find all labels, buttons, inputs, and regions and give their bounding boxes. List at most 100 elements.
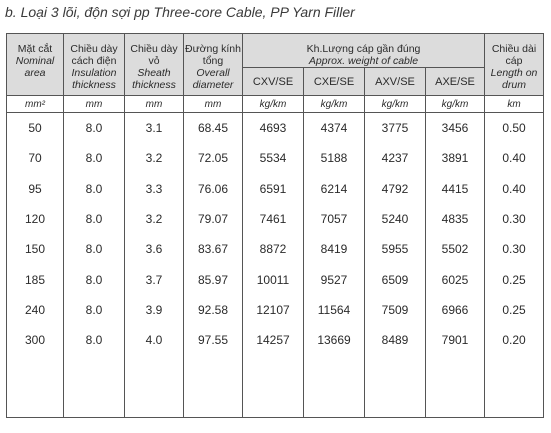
cell-sheath: 4.0 (124, 325, 184, 356)
cell-nominal-area: 300 (6, 325, 64, 356)
cell-axe-se: 3456 (424, 112, 486, 144)
unit-cell: mm (124, 95, 184, 113)
unit-cell: kg/km (303, 95, 365, 113)
cell-axe-se: 4415 (424, 173, 486, 204)
cell-length: 0.40 (484, 173, 545, 204)
cell-sheath: 3.7 (124, 264, 184, 295)
cell-cxv-se: 7461 (242, 203, 304, 235)
cell-cxe-se: 4374 (303, 112, 365, 144)
cell-diameter: 85.97 (183, 264, 243, 295)
cell-cxe-se: 9527 (303, 264, 365, 295)
cell-cxv-se: 4693 (242, 112, 304, 144)
cell-length: 0.50 (484, 112, 545, 144)
cell-nominal-area: 150 (6, 234, 64, 265)
unit-cell: mm (183, 95, 243, 113)
cell-insulation: 8.0 (63, 173, 125, 204)
cell-diameter: 79.07 (183, 203, 243, 235)
cell-cxe-se: 7057 (303, 203, 365, 235)
header-axe-se: AXE/SE (424, 67, 486, 96)
cell-nominal-area: 95 (6, 173, 64, 204)
cell-nominal-area: 120 (6, 203, 64, 235)
cell-length: 0.25 (484, 294, 545, 326)
table-row: 185 8.0 3.7 85.97 10011 9527 6509 6025 0.25 (6, 264, 545, 295)
header-cxv-se: CXV/SE (242, 67, 304, 96)
cell-cxe-se: 13669 (303, 325, 365, 356)
cell-length: 0.30 (484, 234, 545, 265)
cell-sheath: 3.6 (124, 234, 184, 265)
header-approx-weight: Kh.Lượng cáp gần đúng Approx. weight of … (241, 33, 486, 68)
cell-sheath: 3.9 (124, 294, 184, 326)
cell-diameter: 76.06 (183, 173, 243, 204)
cell-nominal-area: 185 (6, 264, 64, 295)
header-insulation-thickness: Chiều dày cách điện Insulation thickness (63, 33, 125, 96)
table-filler (6, 355, 545, 419)
cell-cxe-se: 8419 (303, 234, 365, 265)
cell-diameter: 83.67 (183, 234, 243, 265)
cell-cxv-se: 6591 (242, 173, 304, 204)
unit-cell: mm² (6, 95, 64, 113)
cell-axv-se: 8489 (364, 325, 426, 356)
units-row: mm² mm mm mm kg/km kg/km kg/km kg/km km (6, 95, 545, 113)
cell-diameter: 68.45 (183, 112, 243, 144)
unit-cell: kg/km (242, 95, 304, 113)
cell-axv-se: 7509 (364, 294, 426, 326)
cell-insulation: 8.0 (63, 112, 125, 144)
cell-insulation: 8.0 (63, 203, 125, 235)
cell-nominal-area: 50 (6, 112, 64, 144)
cell-axv-se: 4792 (364, 173, 426, 204)
cell-sheath: 3.2 (124, 143, 184, 174)
header-sheath-thickness: Chiều dày vỏ Sheath thickness (124, 33, 184, 96)
cell-axe-se: 6025 (424, 264, 486, 295)
header-overall-diameter: Đường kính tổng Overall diameter (183, 33, 243, 96)
cell-length: 0.30 (484, 203, 545, 235)
cell-nominal-area: 70 (6, 143, 64, 174)
cell-axe-se: 7901 (424, 325, 486, 356)
cell-axe-se: 4835 (424, 203, 486, 235)
table-row: 240 8.0 3.9 92.58 12107 11564 7509 6966 0.25 (6, 294, 545, 326)
cell-axv-se: 3775 (364, 112, 426, 144)
table-row: 120 8.0 3.2 79.07 7461 7057 5240 4835 0.30 (6, 203, 545, 235)
cell-axv-se: 4237 (364, 143, 426, 174)
cell-cxe-se: 6214 (303, 173, 365, 204)
cell-sheath: 3.1 (124, 112, 184, 144)
unit-cell: km (484, 95, 545, 113)
unit-cell: kg/km (364, 95, 426, 113)
header-nominal-area: Mặt cắt Nominal area (6, 33, 64, 96)
cell-cxv-se: 12107 (242, 294, 304, 326)
table-row: 70 8.0 3.2 72.05 5534 5188 4237 3891 0.40 (6, 143, 545, 174)
cell-cxe-se: 5188 (303, 143, 365, 174)
table-row: 50 8.0 3.1 68.45 4693 4374 3775 3456 0.50 (6, 112, 545, 144)
cell-insulation: 8.0 (63, 143, 125, 174)
cell-axe-se: 3891 (424, 143, 486, 174)
cell-length: 0.20 (484, 325, 545, 356)
cell-sheath: 3.3 (124, 173, 184, 204)
cell-diameter: 97.55 (183, 325, 243, 356)
table-row: 300 8.0 4.0 97.55 14257 13669 8489 7901 0.20 (6, 325, 545, 356)
cell-length: 0.25 (484, 264, 545, 295)
cell-axv-se: 6509 (364, 264, 426, 295)
header-axv-se: AXV/SE (364, 67, 426, 96)
cell-length: 0.40 (484, 143, 545, 174)
unit-cell: mm (63, 95, 125, 113)
header-length-on-drum: Chiều dài cáp Length on drum (484, 33, 545, 96)
table-row: 95 8.0 3.3 76.06 6591 6214 4792 4415 0.40 (6, 173, 545, 204)
cell-diameter: 72.05 (183, 143, 243, 174)
cell-cxv-se: 8872 (242, 234, 304, 265)
table-row: 150 8.0 3.6 83.67 8872 8419 5955 5502 0.30 (6, 234, 545, 265)
cell-diameter: 92.58 (183, 294, 243, 326)
cell-insulation: 8.0 (63, 264, 125, 295)
cell-insulation: 8.0 (63, 234, 125, 265)
cable-spec-table: Mặt cắt Nominal area Chiều dày cách điện… (6, 33, 545, 419)
cell-cxv-se: 14257 (242, 325, 304, 356)
cell-axv-se: 5240 (364, 203, 426, 235)
cell-cxv-se: 5534 (242, 143, 304, 174)
header-cxe-se: CXE/SE (303, 67, 365, 96)
cell-nominal-area: 240 (6, 294, 64, 326)
cell-insulation: 8.0 (63, 325, 125, 356)
table-title: b. Loại 3 lõi, độn sợi pp Three-core Cab… (5, 4, 355, 20)
cell-insulation: 8.0 (63, 294, 125, 326)
unit-cell: kg/km (424, 95, 486, 113)
cell-axe-se: 6966 (424, 294, 486, 326)
cell-sheath: 3.2 (124, 203, 184, 235)
cell-axv-se: 5955 (364, 234, 426, 265)
